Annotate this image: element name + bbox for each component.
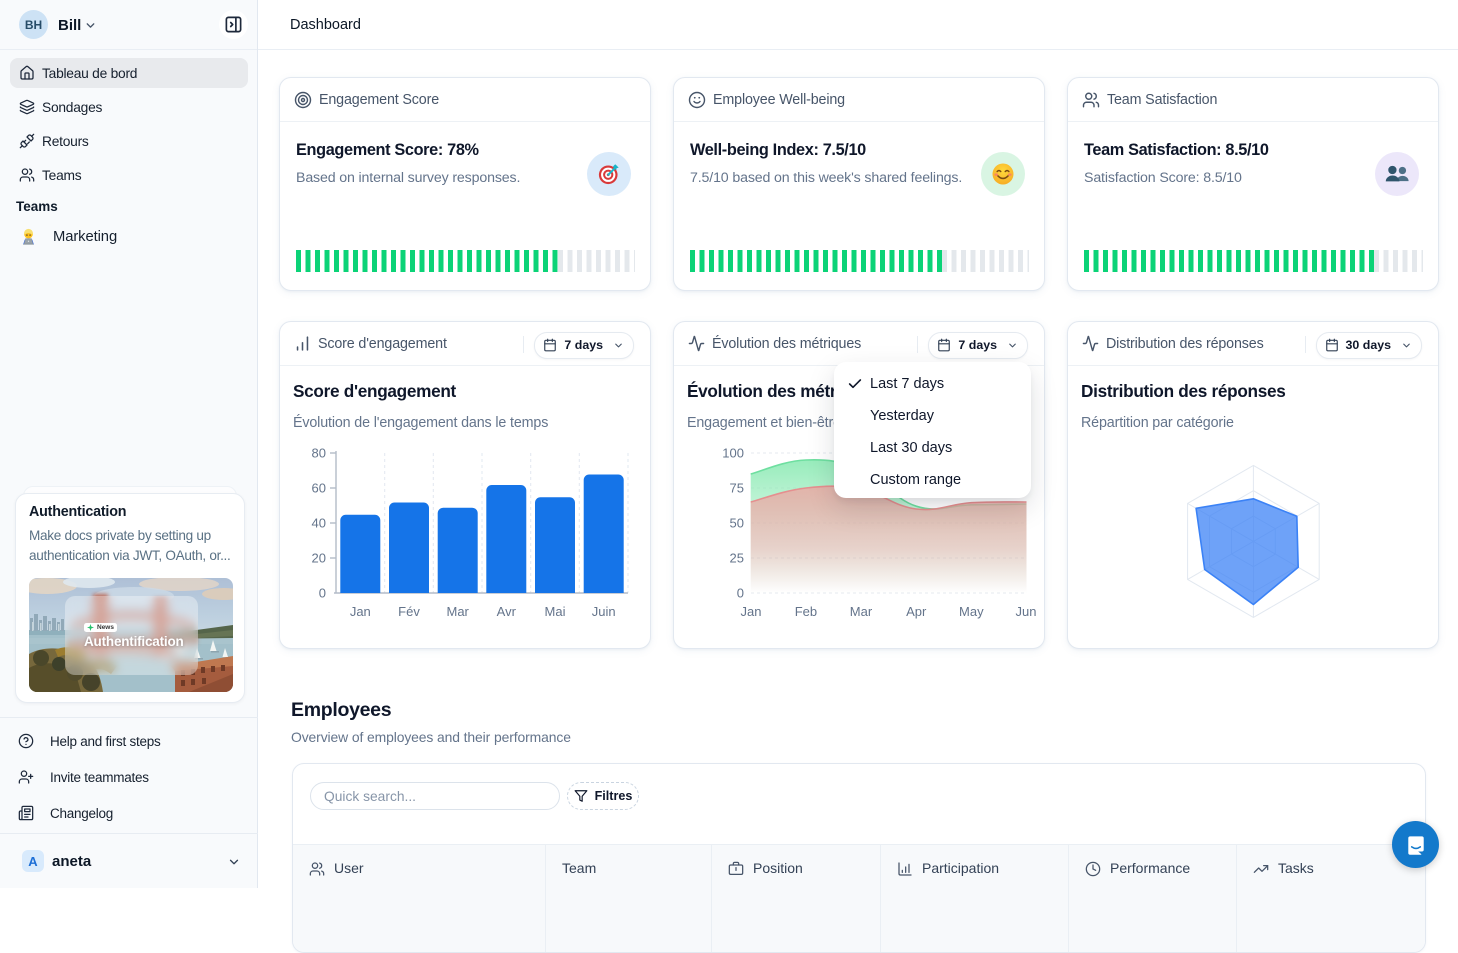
svg-text:60: 60 [312,481,326,496]
svg-text:Avr: Avr [497,604,517,619]
svg-text:25: 25 [730,551,744,566]
svg-text:Apr: Apr [906,604,927,619]
svg-text:Jan: Jan [741,604,762,619]
svg-text:Jan: Jan [350,604,371,619]
svg-text:Feb: Feb [795,604,817,619]
svg-text:75: 75 [730,481,744,496]
svg-text:Jun: Jun [1016,604,1037,619]
svg-text:0: 0 [319,586,326,601]
svg-text:Mar: Mar [447,604,470,619]
svg-text:Fév: Fév [398,604,420,619]
svg-text:40: 40 [312,516,326,531]
svg-text:Mai: Mai [545,604,566,619]
svg-text:Mar: Mar [850,604,873,619]
svg-text:Juin: Juin [592,604,616,619]
svg-text:May: May [959,604,984,619]
svg-text:100: 100 [722,446,744,461]
svg-text:0: 0 [737,586,744,601]
svg-text:20: 20 [312,551,326,566]
svg-text:80: 80 [312,446,326,461]
svg-text:50: 50 [730,516,744,531]
